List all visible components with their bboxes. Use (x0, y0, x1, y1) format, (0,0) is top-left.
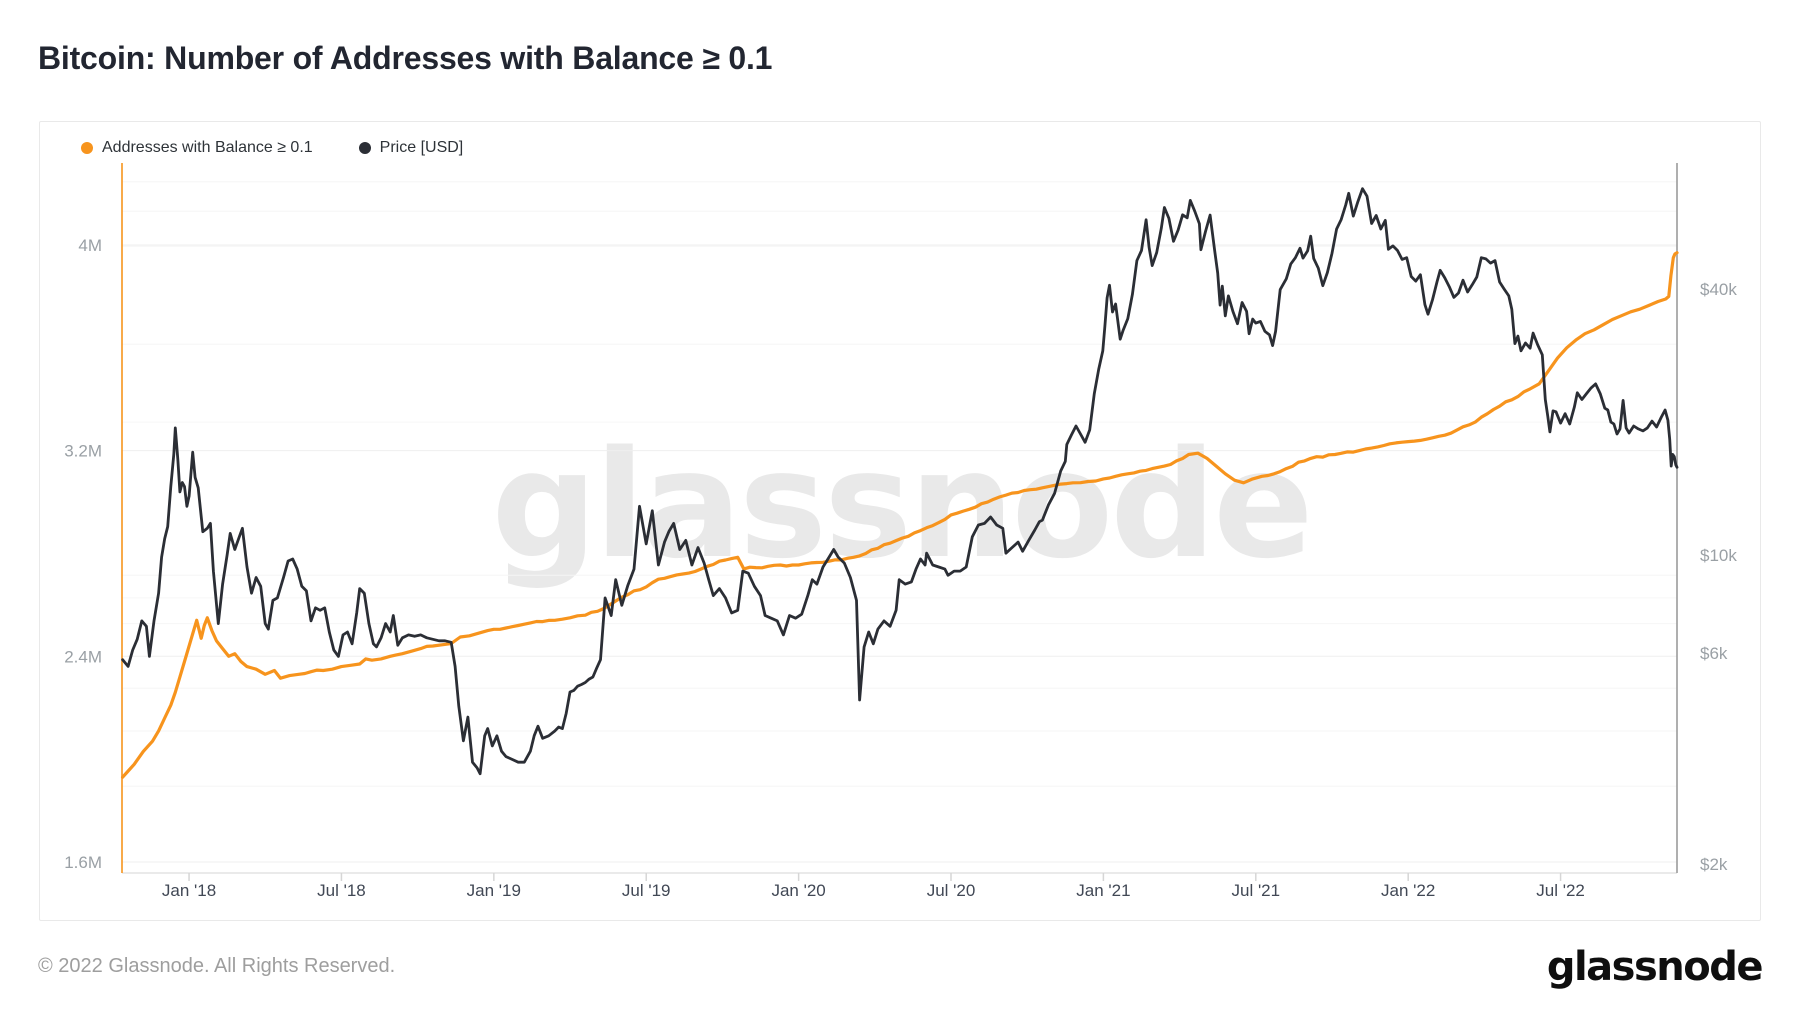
chart-panel: Addresses with Balance ≥ 0.1 Price [USD]… (39, 121, 1761, 921)
y-axis-right-label: $6k (1700, 644, 1728, 663)
glassnode-watermark: glassnode (491, 419, 1313, 591)
y-axis-left-label: 1.6M (64, 853, 102, 872)
y-axis-right-label: $2k (1700, 855, 1728, 874)
addresses-line (121, 251, 1679, 779)
x-axis-label: Jul '21 (1231, 881, 1280, 900)
x-axis-label: Jul '18 (317, 881, 366, 900)
price-line (121, 187, 1679, 776)
x-axis-label: Jan '18 (162, 881, 216, 900)
y-axis-right-label: $40k (1700, 280, 1737, 299)
x-axis-label: Jan '20 (771, 881, 825, 900)
x-axis-label: Jul '20 (927, 881, 976, 900)
y-axis-left-label: 4M (78, 236, 102, 255)
y-axis-right-label: $10k (1700, 546, 1737, 565)
y-axis-left-label: 2.4M (64, 647, 102, 666)
legend-item-price[interactable]: Price [USD] (358, 139, 464, 157)
glassnode-logo: glassnode (1546, 944, 1764, 990)
legend-swatch-price-icon (358, 142, 371, 154)
page-title: Bitcoin: Number of Addresses with Balanc… (38, 40, 773, 76)
x-axis-label: Jul '19 (622, 881, 671, 900)
legend-label-price: Price [USD] (379, 139, 464, 156)
x-axis-label: Jan '19 (467, 881, 521, 900)
y-axis-left-label: 3.2M (64, 442, 102, 461)
chart-legend: Addresses with Balance ≥ 0.1 Price [USD] (81, 139, 463, 157)
legend-swatch-addresses-icon (81, 142, 93, 154)
x-axis-label: Jan '21 (1076, 881, 1130, 900)
footer-copyright: © 2022 Glassnode. All Rights Reserved. (38, 955, 396, 977)
x-axis-label: Jan '22 (1381, 881, 1435, 900)
legend-item-addresses[interactable]: Addresses with Balance ≥ 0.1 (81, 139, 313, 157)
legend-label-addresses: Addresses with Balance ≥ 0.1 (102, 139, 313, 156)
x-axis-label: Jul '22 (1536, 881, 1585, 900)
